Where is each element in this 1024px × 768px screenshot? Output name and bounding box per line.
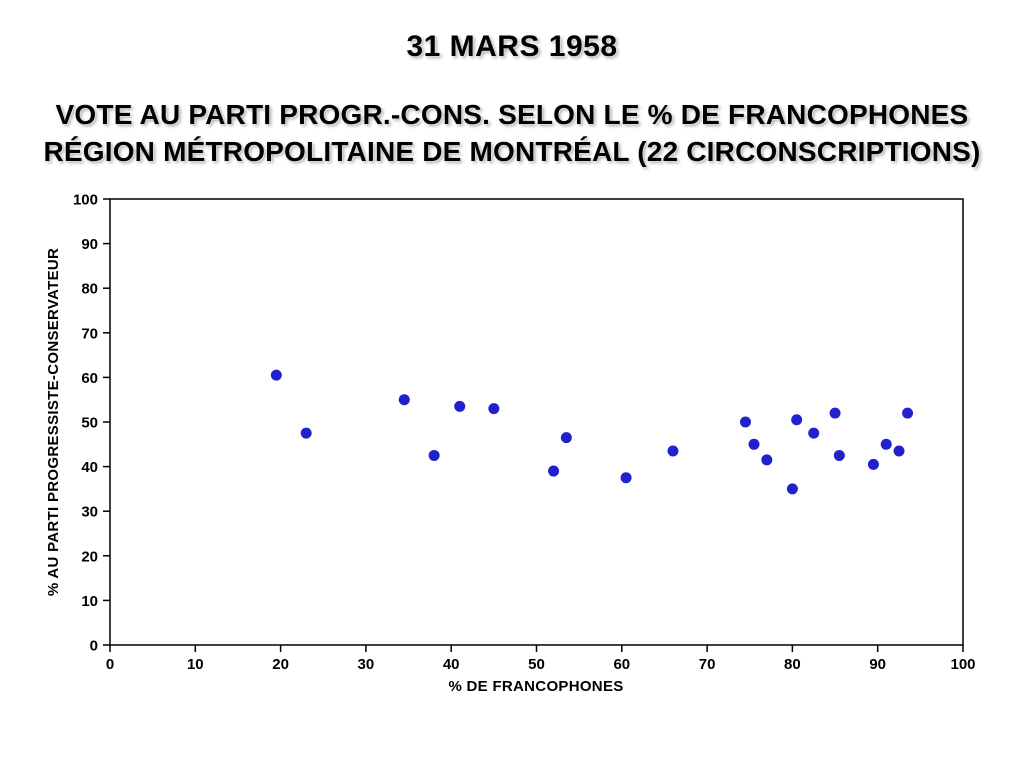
x-tick-label: 40 <box>443 656 460 673</box>
x-tick-label: 20 <box>272 656 289 673</box>
data-point <box>808 427 820 439</box>
data-point <box>428 449 440 461</box>
x-tick-label: 30 <box>358 656 375 673</box>
data-point <box>833 449 845 461</box>
data-point <box>761 454 773 466</box>
y-tick-label: 70 <box>81 325 98 342</box>
data-point <box>620 472 632 484</box>
x-tick-label: 90 <box>869 656 886 673</box>
data-point <box>739 416 751 428</box>
data-point <box>786 483 798 495</box>
y-tick-label: 80 <box>81 281 98 298</box>
plot-frame <box>109 198 964 646</box>
y-tick-label: 50 <box>81 415 98 432</box>
data-point <box>270 369 282 381</box>
data-point <box>398 394 410 406</box>
x-tick-label: 70 <box>699 656 716 673</box>
scatter-chart: % DE FRANCOPHONES % AU PARTI PROGRESSIST… <box>0 185 1024 730</box>
x-tick-label: 100 <box>950 656 975 673</box>
x-tick-label: 80 <box>784 656 801 673</box>
data-point <box>902 407 914 419</box>
y-axis-label: % AU PARTI PROGRESSISTE-CONSERVATEUR <box>45 248 62 596</box>
data-point <box>300 427 312 439</box>
data-point <box>791 414 803 426</box>
y-tick-label: 40 <box>81 459 98 476</box>
data-point <box>667 445 679 457</box>
x-tick-label: 10 <box>187 656 204 673</box>
x-tick-label: 60 <box>613 656 630 673</box>
y-tick-label: 20 <box>81 548 98 565</box>
y-tick-label: 0 <box>90 638 98 655</box>
data-point <box>548 465 560 477</box>
chart-subtitle: VOTE AU PARTI PROGR.-CONS. SELON LE % DE… <box>0 96 1024 170</box>
data-point <box>893 445 905 457</box>
data-point <box>454 400 466 412</box>
data-point <box>867 458 879 470</box>
y-tick-label: 60 <box>81 370 98 387</box>
x-tick-label: 0 <box>106 656 114 673</box>
chart-title: 31 MARS 1958 <box>406 30 618 63</box>
data-point <box>829 407 841 419</box>
data-point <box>488 403 500 415</box>
chart-subtitle-line1: VOTE AU PARTI PROGR.-CONS. SELON LE % DE… <box>55 99 969 130</box>
y-tick-label: 100 <box>73 192 98 209</box>
x-tick-label: 50 <box>528 656 545 673</box>
y-tick-label: 10 <box>81 593 98 610</box>
x-axis-label: % DE FRANCOPHONES <box>448 678 623 695</box>
chart-subtitle-line2: RÉGION MÉTROPOLITAINE DE MONTRÉAL (22 CI… <box>43 136 981 167</box>
data-point <box>560 432 572 444</box>
y-tick-label: 90 <box>81 236 98 253</box>
data-point <box>880 438 892 450</box>
scatter-plot-svg: % DE FRANCOPHONES % AU PARTI PROGRESSIST… <box>45 192 976 696</box>
data-point <box>748 438 760 450</box>
y-tick-label: 30 <box>81 504 98 521</box>
